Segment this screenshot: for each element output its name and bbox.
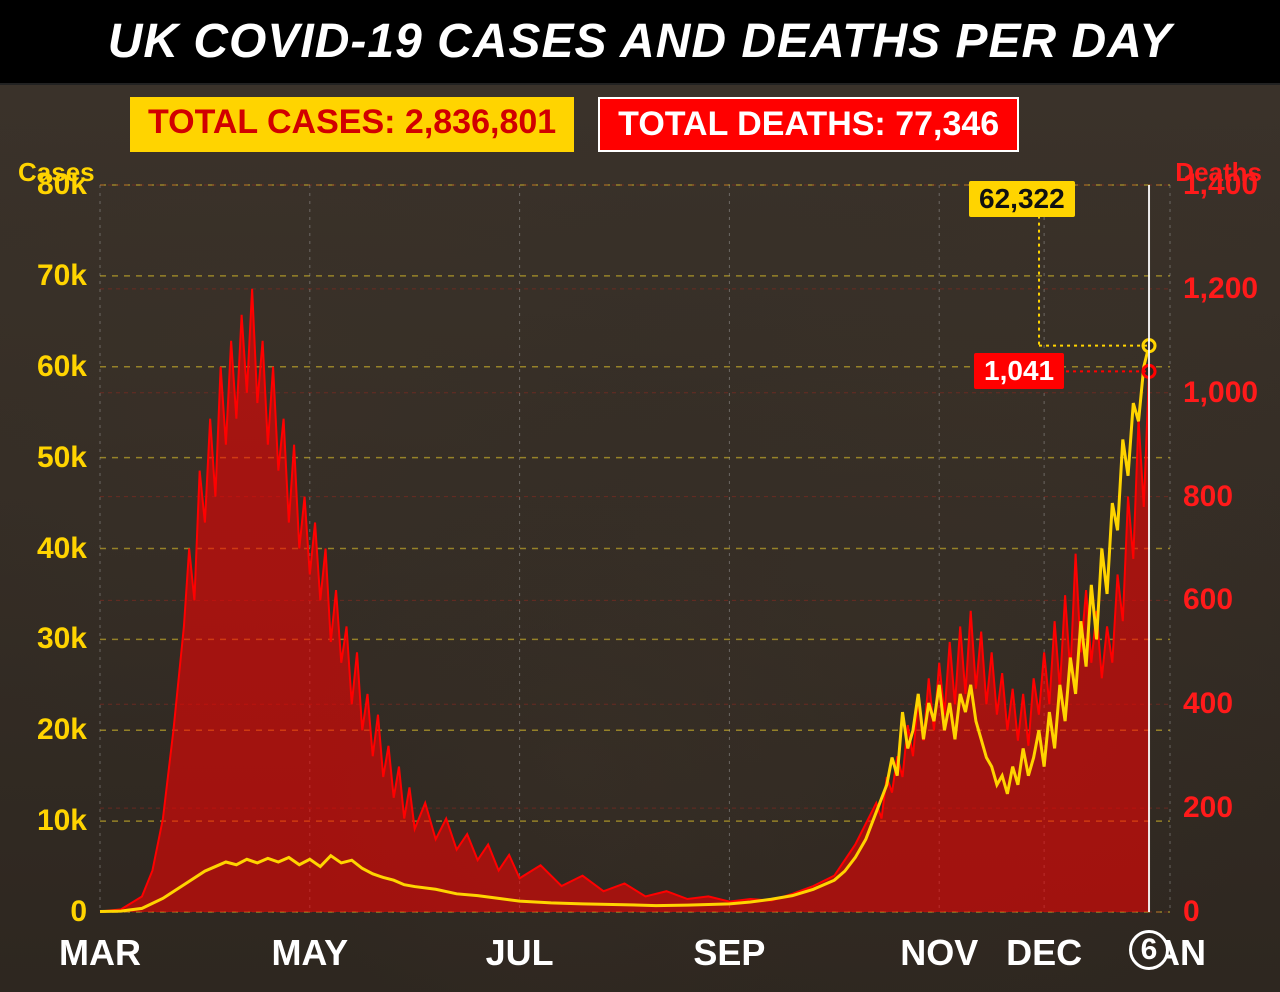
- stat-badges: TOTAL CASES: 2,836,801 TOTAL DEATHS: 77,…: [130, 97, 1160, 152]
- y-right-labels: 02004006008001,0001,2001,400: [1175, 185, 1280, 912]
- x-tick: MAR: [59, 932, 141, 974]
- x-tick: DEC: [1006, 932, 1082, 974]
- highlight-date-marker: 6: [1129, 930, 1169, 970]
- y-right-tick: 1,000: [1183, 376, 1258, 410]
- y-right-tick: 0: [1183, 895, 1200, 929]
- y-right-tick: 400: [1183, 687, 1233, 721]
- total-cases-badge: TOTAL CASES: 2,836,801: [130, 97, 574, 152]
- y-right-tick: 1,200: [1183, 272, 1258, 306]
- y-right-tick: 800: [1183, 480, 1233, 514]
- y-left-labels: 010k20k30k40k50k60k70k80k: [0, 185, 95, 912]
- y-left-tick: 30k: [37, 622, 87, 656]
- y-right-tick: 200: [1183, 791, 1233, 825]
- y-left-tick: 10k: [37, 804, 87, 838]
- x-tick: SEP: [693, 932, 765, 974]
- chart-container: UK COVID-19 CASES AND DEATHS PER DAY Cas…: [0, 0, 1280, 992]
- y-left-tick: 80k: [37, 168, 87, 202]
- y-left-tick: 60k: [37, 350, 87, 384]
- y-left-tick: 40k: [37, 532, 87, 566]
- y-left-tick: 50k: [37, 441, 87, 475]
- y-right-tick: 1,400: [1183, 168, 1258, 202]
- x-tick: NOV: [900, 932, 978, 974]
- x-tick: MAY: [271, 932, 348, 974]
- plot-svg: [100, 185, 1170, 912]
- cases-callout: 62,322: [969, 181, 1075, 217]
- chart-title: UK COVID-19 CASES AND DEATHS PER DAY: [20, 14, 1260, 69]
- y-left-tick: 0: [70, 895, 87, 929]
- chart-area: Cases Deaths TOTAL CASES: 2,836,801 TOTA…: [0, 83, 1280, 992]
- plot-region: [100, 185, 1170, 912]
- x-labels: MARMAYJULSEPNOVDECJAN: [100, 919, 1170, 974]
- y-left-tick: 70k: [37, 259, 87, 293]
- x-tick: JUL: [486, 932, 554, 974]
- title-bar: UK COVID-19 CASES AND DEATHS PER DAY: [0, 0, 1280, 83]
- y-left-tick: 20k: [37, 713, 87, 747]
- total-deaths-badge: TOTAL DEATHS: 77,346: [598, 97, 1019, 152]
- y-right-tick: 600: [1183, 583, 1233, 617]
- deaths-callout: 1,041: [974, 353, 1064, 389]
